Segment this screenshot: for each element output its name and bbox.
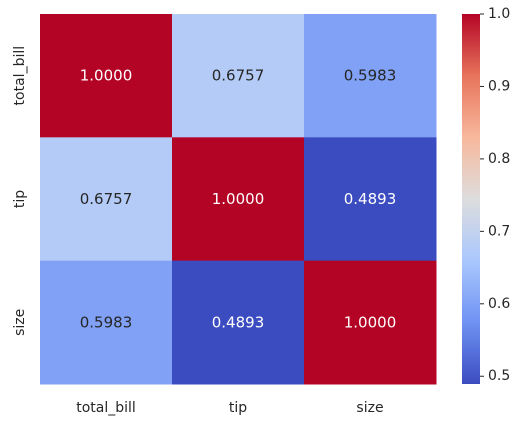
cell-value-label: 1.0000 <box>344 313 397 331</box>
colorbar-tick-label: 0.5 <box>488 368 510 384</box>
colorbar: 0.5 0.6 0.7 0.8 0.9 1.0 <box>462 6 510 384</box>
heatmap-cell <box>304 14 437 138</box>
cell-value-label: 0.5983 <box>80 313 133 331</box>
y-tick-label: total_bill <box>12 46 28 106</box>
cell-value-label: 0.4893 <box>212 313 265 331</box>
x-tick-label: tip <box>229 400 247 416</box>
heatmap-cell <box>40 137 173 262</box>
heatmap-cell <box>172 14 305 138</box>
colorbar-tick-label: 0.8 <box>488 151 510 167</box>
heatmap-cell <box>304 137 437 262</box>
heatmap-cell <box>304 260 437 385</box>
x-axis-ticks: total_bill tip size <box>76 400 383 416</box>
cell-value-label: 0.6757 <box>80 190 133 208</box>
x-tick-label: size <box>356 400 383 416</box>
colorbar-gradient <box>462 14 480 384</box>
heatmap-cell <box>40 260 173 385</box>
cell-value-label: 1.0000 <box>212 190 265 208</box>
heatmap-cell-labels: 1.0000 0.6757 0.5983 0.6757 1.0000 0.4893 0.59… <box>80 67 397 332</box>
x-tick-label: total_bill <box>76 400 136 416</box>
cell-value-label: 0.6757 <box>212 67 265 85</box>
colorbar-tick-label: 0.7 <box>488 223 510 239</box>
heatmap-cells <box>40 14 437 385</box>
cell-value-label: 0.4893 <box>344 190 397 208</box>
colorbar-tick-label: 0.6 <box>488 296 510 312</box>
colorbar-tick-label: 0.9 <box>488 78 510 94</box>
y-tick-label: tip <box>12 190 28 208</box>
heatmap-cell <box>172 260 305 385</box>
cell-value-label: 0.5983 <box>344 67 397 85</box>
colorbar-tick-label: 1.0 <box>488 6 510 22</box>
heatmap-cell <box>172 137 305 262</box>
y-tick-label: size <box>12 309 28 336</box>
heatmap-cell <box>40 14 173 138</box>
cell-value-label: 1.0000 <box>80 67 133 85</box>
